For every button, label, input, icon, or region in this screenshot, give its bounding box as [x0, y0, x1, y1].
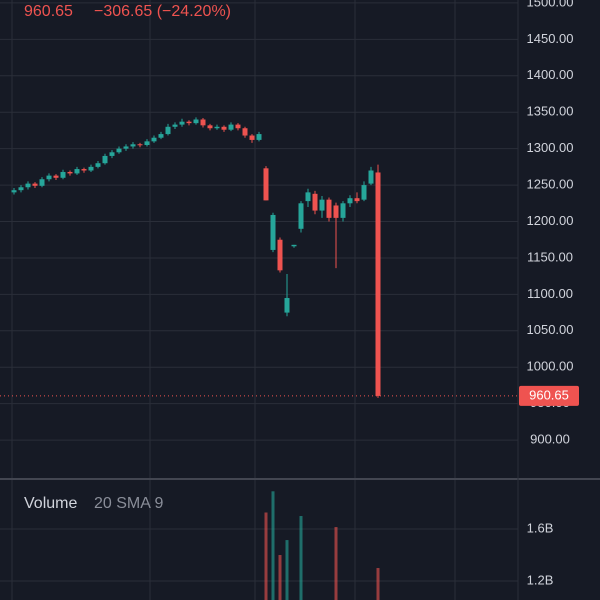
candle-body	[60, 171, 66, 178]
candle-body	[116, 148, 122, 153]
candle-body	[305, 192, 311, 202]
candle-body	[151, 137, 157, 142]
candle-body	[32, 183, 38, 186]
volume-bar	[299, 516, 303, 600]
y-tick-label: 1100.00	[527, 286, 573, 301]
candle-body	[333, 205, 339, 218]
candle-body	[375, 172, 381, 396]
candle-body	[123, 146, 129, 149]
volume-params: 20 SMA 9	[94, 495, 163, 512]
volume-tick-label: 1.6B	[527, 520, 554, 535]
candle-body	[221, 126, 227, 130]
candle-body	[11, 190, 17, 193]
candle-body	[95, 163, 101, 167]
candle-body	[256, 134, 262, 140]
candle-body	[214, 126, 220, 129]
candle-body	[249, 135, 255, 140]
candle-body	[88, 166, 94, 171]
candle-body	[18, 187, 24, 191]
candle-body	[179, 121, 185, 125]
volume-title: Volume	[24, 495, 77, 512]
volume-tick-label: 1.2B	[527, 572, 554, 587]
y-tick-label: 1200.00	[527, 213, 574, 228]
candle-body	[361, 185, 367, 200]
candle-body	[200, 119, 206, 126]
candle-body	[319, 199, 325, 211]
last-price-box	[519, 385, 579, 406]
y-tick-label: 1050.00	[527, 322, 574, 337]
y-tick-label: 1450.00	[527, 31, 574, 46]
candle-body	[207, 125, 213, 129]
candle-body	[25, 183, 31, 188]
candle-body	[242, 128, 248, 136]
candle-body	[172, 124, 178, 127]
volume-bar	[285, 540, 289, 600]
y-tick-label: 1000.00	[527, 359, 574, 374]
y-tick-label: 1500.00	[527, 0, 574, 9]
candle-body	[74, 169, 80, 174]
candle-body	[340, 203, 346, 218]
candle-body	[67, 171, 73, 174]
y-tick-label: 1350.00	[527, 104, 574, 119]
grid	[0, 2, 518, 582]
volume-bar	[271, 491, 275, 600]
candle-body	[193, 119, 199, 124]
candle-body	[165, 126, 171, 135]
volume-bar	[264, 512, 268, 600]
y-tick-label: 1300.00	[527, 140, 574, 155]
candle-body	[326, 199, 332, 218]
volume-bar	[334, 527, 338, 600]
candle-body	[347, 198, 353, 204]
marks	[0, 117, 518, 600]
candle-body	[102, 155, 108, 164]
candle-body	[137, 144, 143, 146]
last-price-label: 960.65	[529, 387, 569, 402]
candle-body	[81, 169, 87, 171]
vertical-grid	[11, 0, 456, 600]
candle-body	[284, 298, 290, 313]
candle-body	[144, 141, 150, 146]
volume-bar	[376, 568, 380, 600]
y-tick-label: 1400.00	[527, 67, 574, 82]
candle-body	[53, 175, 59, 178]
y-tick-label: 1150.00	[527, 249, 573, 264]
candle-body	[368, 170, 374, 184]
candle-body	[270, 214, 276, 250]
price-change: −306.65 (−24.20%)	[94, 3, 231, 20]
y-tick-label: 900.00	[530, 432, 570, 447]
candle-body	[354, 198, 360, 202]
volume-bar	[278, 555, 282, 600]
candle-body	[277, 239, 283, 271]
candle-body	[158, 134, 164, 138]
candle-body	[46, 175, 52, 180]
candle-body	[312, 193, 318, 211]
candle-body	[130, 144, 136, 147]
last-price: 960.65	[24, 3, 73, 20]
candle-body	[228, 124, 234, 130]
candle-body	[291, 244, 297, 247]
candle-body	[235, 124, 241, 129]
candle-body	[109, 152, 115, 156]
candle-body	[186, 121, 192, 124]
price-axis: 1500.00 1450.00 1400.00 1350.00 1300.00 1250.…	[519, 0, 579, 587]
candle-body	[263, 168, 269, 201]
candle-body	[39, 179, 45, 186]
candle-body	[298, 203, 304, 229]
y-tick-label: 1250.00	[527, 177, 574, 192]
